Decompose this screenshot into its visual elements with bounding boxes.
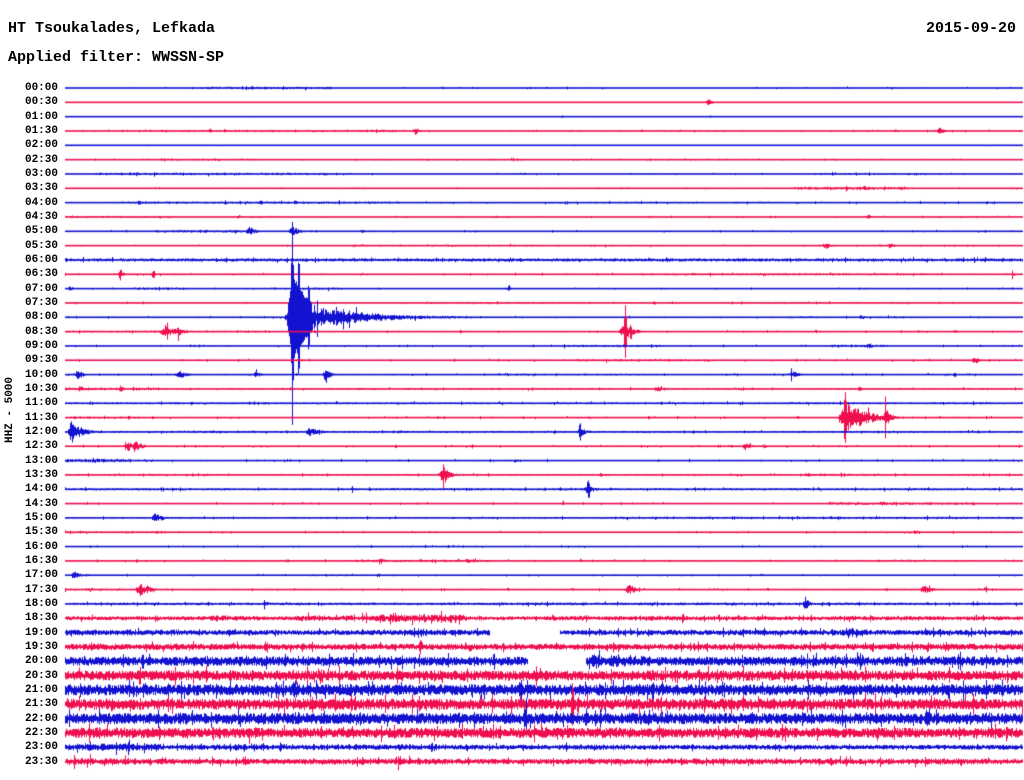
- row-time-label: 03:00: [24, 167, 58, 180]
- row-time-label: 06:00: [24, 253, 58, 266]
- row-time-label: 13:30: [24, 468, 58, 481]
- row-time-label: 15:30: [24, 526, 58, 539]
- row-time-label: 18:30: [24, 612, 58, 625]
- row-time-label: 04:30: [24, 210, 58, 223]
- row-time-label: 20:30: [24, 669, 58, 682]
- row-time-label: 00:30: [24, 96, 58, 109]
- row-time-label: 16:30: [24, 554, 58, 567]
- row-time-label: 23:30: [24, 755, 58, 768]
- row-time-label: 21:00: [24, 683, 58, 696]
- row-time-label: 05:00: [24, 225, 58, 238]
- row-time-label: 15:00: [24, 511, 58, 524]
- row-time-label: 08:00: [24, 311, 58, 324]
- row-time-label: 02:30: [24, 153, 58, 166]
- row-time-label: 14:30: [24, 497, 58, 510]
- row-time-label: 18:00: [24, 597, 58, 610]
- row-time-label: 14:00: [24, 483, 58, 496]
- row-time-label: 11:30: [24, 411, 58, 424]
- row-time-label: 16:00: [24, 540, 58, 553]
- row-time-label: 22:30: [24, 726, 58, 739]
- row-time-label: 12:00: [24, 425, 58, 438]
- row-time-label: 19:00: [24, 626, 58, 639]
- row-time-label: 07:00: [24, 282, 58, 295]
- row-time-label: 04:00: [24, 196, 58, 209]
- row-time-label: 23:00: [24, 741, 58, 754]
- row-time-label: 00:00: [24, 82, 58, 94]
- row-time-label: 01:00: [24, 110, 58, 123]
- row-time-label: 22:00: [24, 712, 58, 725]
- row-time-label: 10:00: [24, 368, 58, 381]
- row-time-label: 19:30: [24, 640, 58, 653]
- row-time-label: 03:30: [24, 182, 58, 195]
- row-time-label: 08:30: [24, 325, 58, 338]
- row-time-label: 21:30: [24, 698, 58, 711]
- row-time-label: 07:30: [24, 296, 58, 309]
- row-time-label: 17:00: [24, 569, 58, 582]
- row-time-label: 02:00: [24, 139, 58, 152]
- row-time-label: 13:00: [24, 454, 58, 467]
- row-time-label: 20:00: [24, 655, 58, 668]
- row-time-label: 01:30: [24, 124, 58, 137]
- row-time-label: 06:30: [24, 268, 58, 281]
- row-time-label: 09:00: [24, 339, 58, 352]
- row-time-label: 11:00: [24, 397, 58, 410]
- row-time-label: 05:30: [24, 239, 58, 252]
- row-time-label: 10:30: [24, 382, 58, 395]
- row-time-label: 09:30: [24, 354, 58, 367]
- row-time-label: 12:30: [24, 440, 58, 453]
- row-time-label: 17:30: [24, 583, 58, 596]
